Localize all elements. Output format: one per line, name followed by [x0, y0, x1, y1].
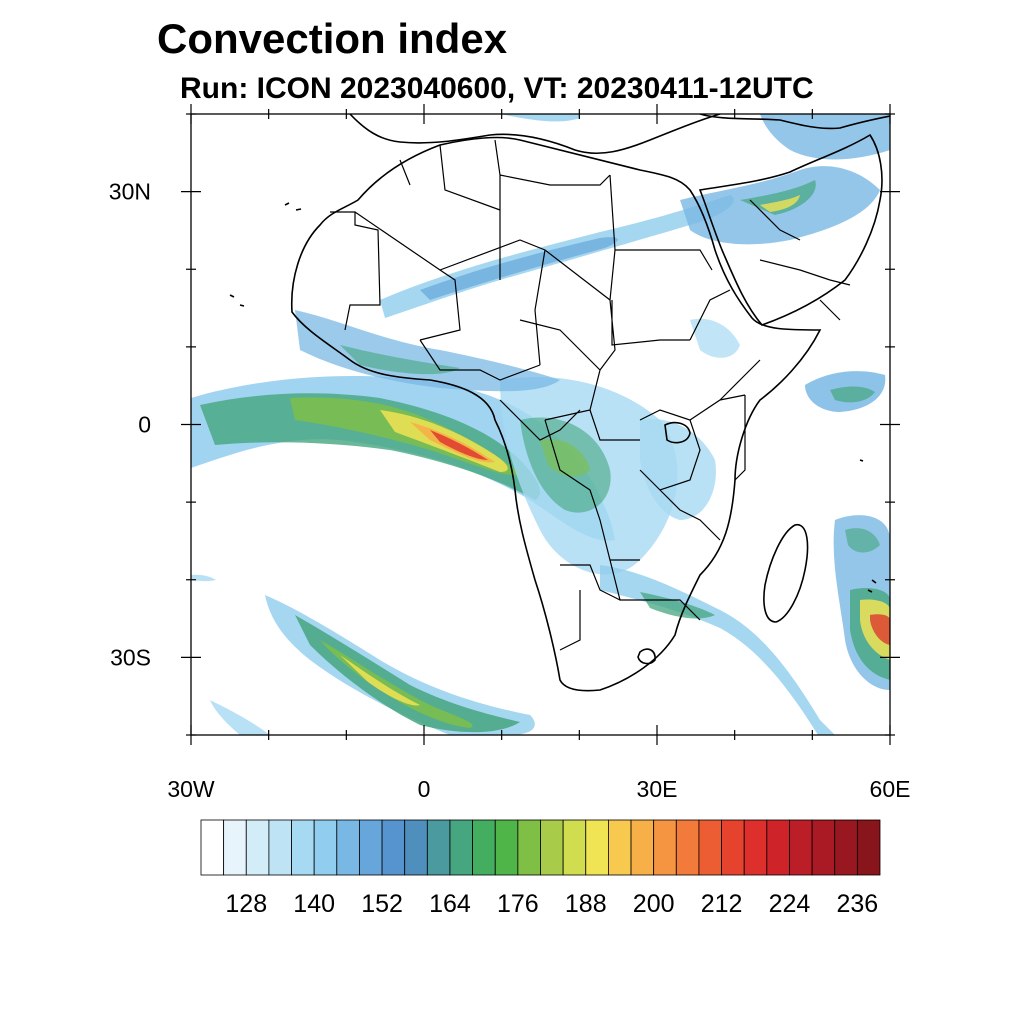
southern-africa-green [640, 592, 715, 619]
lesotho [637, 648, 656, 665]
colorbar-box [200, 819, 225, 876]
madagascar-coast [763, 524, 809, 623]
colorbar-box [562, 819, 587, 876]
arabia-green [740, 180, 816, 215]
arabia-coast [698, 133, 883, 326]
central-africa-bright [540, 439, 590, 477]
sw-corner-band [210, 700, 270, 735]
lat-tick-label: 30N [109, 179, 151, 205]
colorbar-box [223, 819, 247, 876]
chart-title: Convection index [157, 15, 508, 62]
colorbar-box [404, 819, 428, 876]
colorbar-box [494, 819, 519, 876]
colorbar-box [675, 819, 700, 876]
south-atlantic-bright [320, 640, 473, 728]
indian-ocean-green [830, 386, 875, 403]
east-coast-green [845, 528, 880, 553]
colorbar-box [313, 819, 338, 876]
island-east [859, 459, 877, 593]
chart-subtitle: Run: ICON 2023040600, VT: 20230411-12UTC [180, 72, 814, 105]
colorbar-box [811, 819, 836, 876]
colorbar-label: 236 [837, 890, 879, 918]
colorbar-box [517, 819, 541, 876]
south-atlantic-green [295, 615, 520, 733]
colorbar-label: 200 [633, 890, 675, 918]
colorbar-label: 164 [429, 890, 471, 918]
lat-tick-label: 0 [138, 412, 151, 438]
colorbar-box [630, 819, 655, 876]
lon-tick-label: 30W [167, 776, 215, 802]
colorbar-box [834, 819, 858, 876]
colorbar-box [245, 819, 270, 876]
colorbar-box [426, 819, 451, 876]
north-blue [500, 114, 580, 122]
atlantic-band-red [430, 430, 488, 460]
country-borders [330, 139, 851, 651]
east-africa-blue [640, 419, 716, 520]
se-indian-red [870, 614, 890, 645]
colorbar-box [268, 819, 292, 876]
border-lines [330, 139, 851, 651]
southern-africa-band [600, 565, 835, 735]
colorbar-label: 152 [361, 890, 403, 918]
colorbar-box [653, 819, 677, 876]
axis-ticks: 30N 0 30S 30W 0 30E 60E [109, 104, 911, 802]
colorbar-box [540, 819, 564, 876]
colorbar-box [381, 819, 406, 876]
turkey-coast [699, 114, 890, 130]
lake-victoria [664, 421, 691, 444]
arabia-yellow [760, 195, 800, 212]
lon-tick-label: 0 [418, 776, 431, 802]
colorbar-box [449, 819, 474, 876]
colorbar-box [472, 819, 496, 876]
colorbar-label: 188 [565, 890, 607, 918]
colorbar-box [721, 819, 745, 876]
lon-tick-label: 30E [637, 776, 678, 802]
colorbar-box [856, 819, 881, 876]
colorbar-box [789, 819, 813, 876]
west-edge-streak [191, 574, 216, 582]
mediterranean-coast [349, 114, 721, 154]
west-africa-green [340, 345, 460, 375]
africa-coastline [290, 136, 822, 692]
colorbar-label: 128 [225, 890, 267, 918]
atlantic-band-green [200, 393, 540, 500]
colorbar-box [743, 819, 768, 876]
sahara-band-darker [420, 237, 618, 300]
lat-tick-label: 30S [110, 644, 151, 670]
colorbar-box [585, 819, 609, 876]
northeast-blue [760, 114, 890, 160]
colorbar-label: 224 [769, 890, 811, 918]
south-atlantic-outer [265, 595, 535, 735]
colorbar-label: 176 [497, 890, 539, 918]
colorbar-box [766, 819, 790, 876]
convection-field [191, 114, 890, 735]
colorbar-label: 212 [701, 890, 743, 918]
colorbar: 128 140 152 164 176 188 200 212 224 236 [200, 819, 881, 918]
ethiopia-blue [690, 318, 740, 358]
colorbar-box [608, 819, 632, 876]
colorbar-label: 140 [293, 890, 335, 918]
lon-tick-label: 60E [870, 776, 911, 802]
colorbar-box [336, 819, 360, 876]
colorbar-box [698, 819, 722, 876]
colorbar-box [359, 819, 383, 876]
coastlines [229, 114, 890, 692]
colorbar-box [291, 819, 315, 876]
canary-islands [229, 202, 302, 307]
